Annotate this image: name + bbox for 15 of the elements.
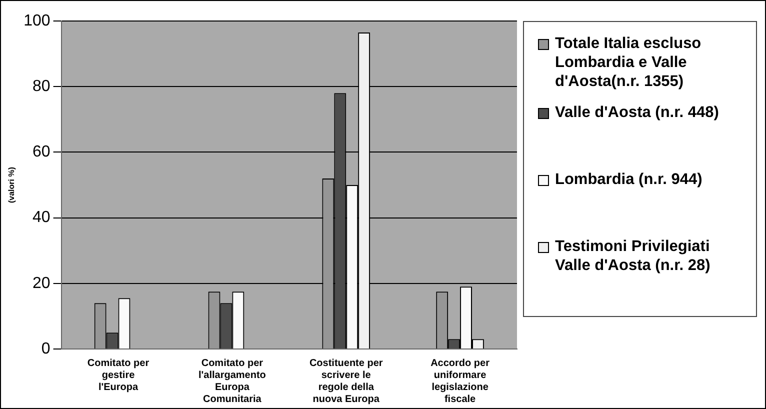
legend-label: Lombardia (n.r. 944) bbox=[555, 170, 702, 189]
y-tick-label: 60 bbox=[32, 144, 50, 161]
y-tick-label: 40 bbox=[32, 209, 50, 226]
y-tick-label: 0 bbox=[41, 340, 50, 358]
y-axis-title: (valori %) bbox=[7, 166, 16, 204]
legend-label: Testimoni Privilegiati Valle d'Aosta (n.r. 28) bbox=[555, 237, 712, 275]
y-tick-label: 100 bbox=[24, 12, 50, 30]
y-tick-label: 20 bbox=[32, 274, 50, 292]
legend-label: Totale Italia escluso Lombardia e Valle d'Aosta(n.r. 1355) bbox=[555, 34, 702, 91]
x-tick-label: Accordo per uniformare legislazione fiscale bbox=[430, 358, 490, 405]
legend-label: Valle d'Aosta (n.r. 448) bbox=[555, 103, 719, 122]
x-tick-label: Comitato per gestire l'Europa bbox=[87, 358, 150, 393]
y-tick-label: 80 bbox=[32, 78, 50, 96]
x-tick-label: Costituente per scrivere le regole della nuova Europa bbox=[309, 358, 383, 405]
x-tick-label: Comitato per l'allargamento Europa Comunitaria bbox=[198, 358, 266, 405]
